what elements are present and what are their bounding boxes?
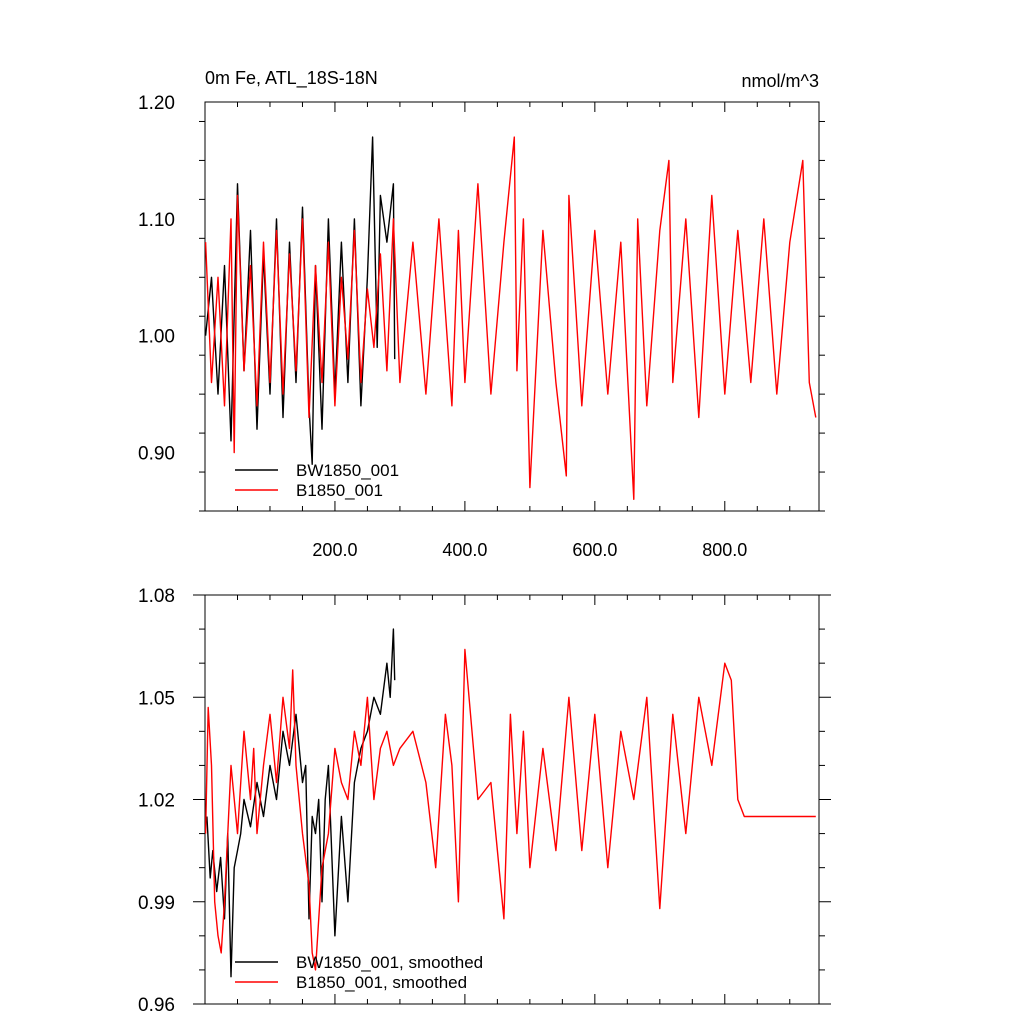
top-x-tick-label: 800.0 xyxy=(702,540,747,560)
bottom-plot-frame xyxy=(204,594,820,1005)
bottom-y-tick-label: 1.05 xyxy=(138,688,175,709)
bottom-series-layer xyxy=(205,628,816,978)
bottom-legend: BW1850_001, smoothed B1850_001, smoothed xyxy=(235,953,483,992)
top-chart-units: nmol/m^3 xyxy=(742,71,819,91)
bottom-legend-label-bw: BW1850_001, smoothed xyxy=(296,953,483,972)
top-y-tick-label: 1.10 xyxy=(138,210,175,231)
top-legend-label-bw: BW1850_001 xyxy=(296,461,399,480)
top-y-tick-label: 0.90 xyxy=(138,444,175,465)
top-chart-title: 0m Fe, ATL_18S-18N xyxy=(205,68,378,89)
top-plot-frame xyxy=(204,101,820,512)
top-series-line-b1850 xyxy=(205,136,817,500)
top-legend: BW1850_001 B1850_001 xyxy=(235,461,399,500)
bottom-legend-label-b: B1850_001, smoothed xyxy=(296,973,467,992)
top-panel: 200.0 400.0 600.0 800.0 0.90 1.00 1.10 1.20 0m… xyxy=(138,68,825,560)
bottom-y-tick-label: 0.96 xyxy=(138,995,175,1016)
top-legend-label-b: B1850_001 xyxy=(296,481,383,500)
top-x-tick-label: 200.0 xyxy=(312,540,357,560)
bottom-series-line-b1850 xyxy=(205,648,816,971)
bottom-y-tick-label: 1.08 xyxy=(138,586,175,607)
bottom-y-tick-label: 1.02 xyxy=(138,791,175,812)
top-y-tick-label: 1.00 xyxy=(138,327,175,348)
top-x-tick-label: 600.0 xyxy=(572,540,617,560)
bottom-y-tick-label: 0.99 xyxy=(138,893,175,914)
top-x-ticks: 200.0 400.0 600.0 800.0 xyxy=(236,102,791,560)
bottom-panel: 0.96 0.99 1.02 1.05 1.08 BW1850_001, smoothe… xyxy=(138,586,831,1016)
top-series-layer xyxy=(205,136,817,500)
top-y-ticks: 0.90 1.00 1.10 1.20 xyxy=(138,93,825,512)
bottom-x-ticks xyxy=(236,595,791,1004)
bottom-y-ticks: 0.96 0.99 1.02 1.05 1.08 xyxy=(138,586,831,1016)
top-y-tick-label: 1.20 xyxy=(138,93,175,114)
top-x-tick-label: 400.0 xyxy=(442,540,487,560)
